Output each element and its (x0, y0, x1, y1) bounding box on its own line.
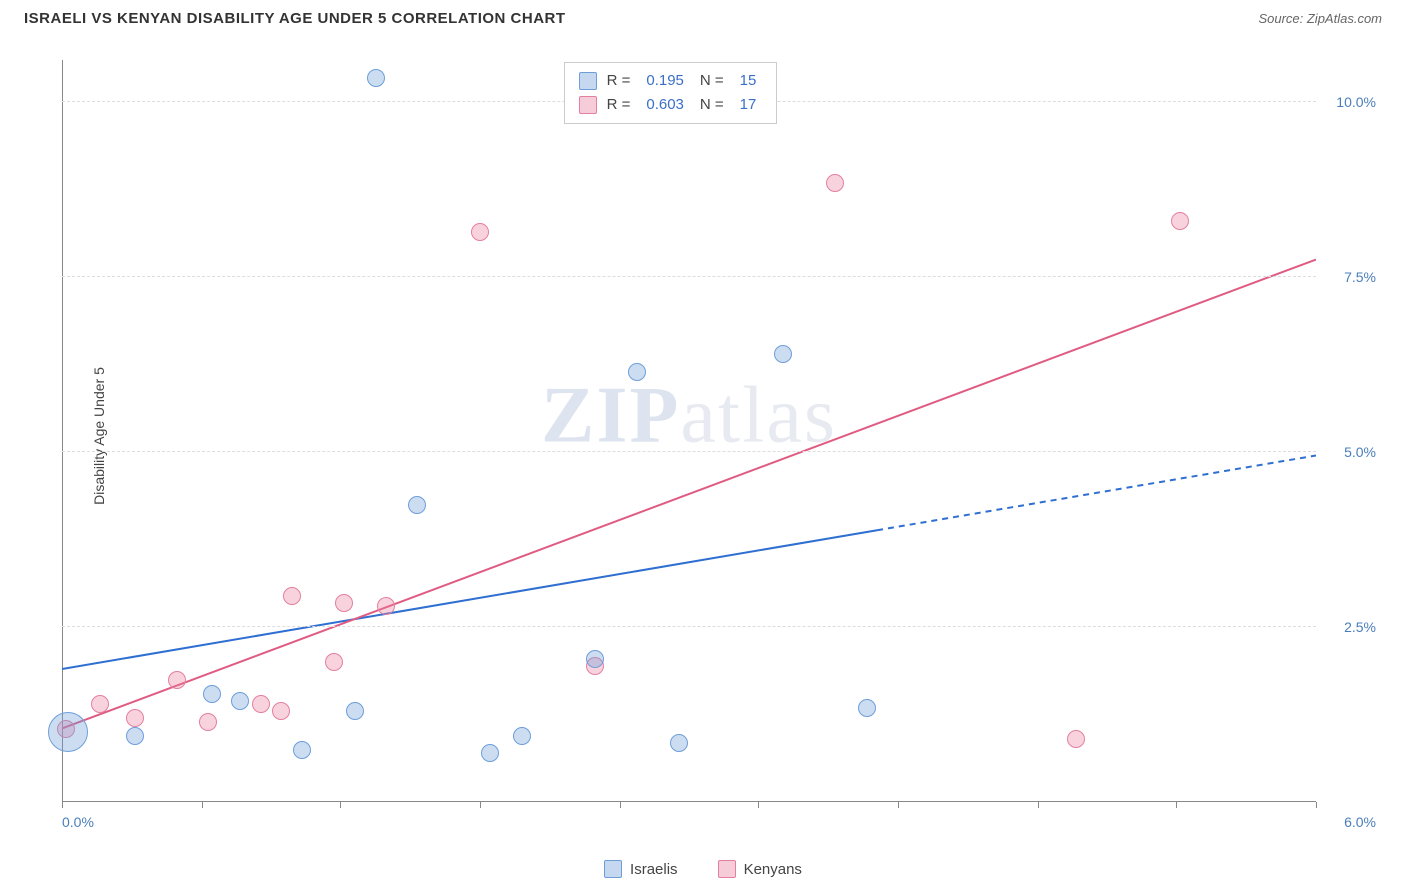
legend-swatch (604, 860, 622, 878)
x-tick (202, 802, 203, 808)
israeli-point (126, 727, 144, 745)
kenyan-point (283, 587, 301, 605)
plot-area: ZIPatlas 2.5%5.0%7.5%10.0%0.0%6.0%R =0.1… (62, 60, 1316, 802)
israeli-point (858, 699, 876, 717)
source-attribution: Source: ZipAtlas.com (1258, 11, 1382, 26)
israeli-point (774, 345, 792, 363)
israeli-point (346, 702, 364, 720)
x-tick (1038, 802, 1039, 808)
israeli-point (48, 712, 88, 752)
r-label: R = (607, 69, 631, 93)
israeli-point (670, 734, 688, 752)
x-label-left: 0.0% (62, 814, 94, 830)
kenyan-point (335, 594, 353, 612)
legend-label: Israelis (630, 861, 678, 878)
stats-box: R = 0.195 N = 15 R = 0.603 N = 17 (564, 62, 778, 124)
stats-row: R = 0.195 N = 15 (579, 69, 763, 93)
bottom-legend: Israelis Kenyans (0, 860, 1406, 878)
gridline (62, 626, 1316, 627)
kenyan-trend-solid (62, 260, 1316, 729)
stats-swatch (579, 72, 597, 90)
y-tick-label: 7.5% (1344, 269, 1376, 285)
israeli-point (628, 363, 646, 381)
chart-container: Disability Age Under 5 ZIPatlas 2.5%5.0%… (40, 40, 1386, 832)
kenyan-point (199, 713, 217, 731)
israeli-point (481, 744, 499, 762)
x-tick (758, 802, 759, 808)
chart-title: ISRAELI VS KENYAN DISABILITY AGE UNDER 5… (24, 10, 566, 27)
r-value: 0.603 (640, 93, 690, 117)
gridline (62, 451, 1316, 452)
x-tick (340, 802, 341, 808)
n-label: N = (700, 69, 724, 93)
r-value: 0.195 (640, 69, 690, 93)
kenyan-point (126, 709, 144, 727)
x-tick (1176, 802, 1177, 808)
y-tick-label: 5.0% (1344, 444, 1376, 460)
kenyan-point (168, 671, 186, 689)
y-tick-label: 10.0% (1336, 94, 1376, 110)
y-axis (62, 60, 63, 802)
kenyan-point (325, 653, 343, 671)
trend-lines (62, 60, 1316, 802)
israeli-point (293, 741, 311, 759)
israeli-point (586, 650, 604, 668)
x-tick (898, 802, 899, 808)
israeli-trend-solid (62, 530, 877, 669)
israeli-point (203, 685, 221, 703)
israeli-point (408, 496, 426, 514)
y-tick-label: 2.5% (1344, 619, 1376, 635)
kenyan-point (826, 174, 844, 192)
x-tick (62, 802, 63, 808)
x-axis (62, 801, 1316, 802)
r-label: R = (607, 93, 631, 117)
kenyan-point (377, 597, 395, 615)
gridline (62, 276, 1316, 277)
legend-item: Kenyans (718, 860, 802, 878)
legend-label: Kenyans (744, 861, 802, 878)
kenyan-point (252, 695, 270, 713)
israeli-point (513, 727, 531, 745)
n-value: 15 (734, 69, 763, 93)
kenyan-point (1171, 212, 1189, 230)
watermark: ZIPatlas (541, 371, 837, 462)
kenyan-point (471, 223, 489, 241)
x-tick (480, 802, 481, 808)
legend-item: Israelis (604, 860, 678, 878)
israeli-point (231, 692, 249, 710)
kenyan-point (272, 702, 290, 720)
x-tick (1316, 802, 1317, 808)
kenyan-point (91, 695, 109, 713)
stats-swatch (579, 96, 597, 114)
stats-row: R = 0.603 N = 17 (579, 93, 763, 117)
israeli-point (367, 69, 385, 87)
n-value: 17 (734, 93, 763, 117)
x-label-right: 6.0% (1344, 814, 1376, 830)
legend-swatch (718, 860, 736, 878)
n-label: N = (700, 93, 724, 117)
x-tick (620, 802, 621, 808)
kenyan-point (1067, 730, 1085, 748)
israeli-trend-dashed (877, 456, 1316, 531)
